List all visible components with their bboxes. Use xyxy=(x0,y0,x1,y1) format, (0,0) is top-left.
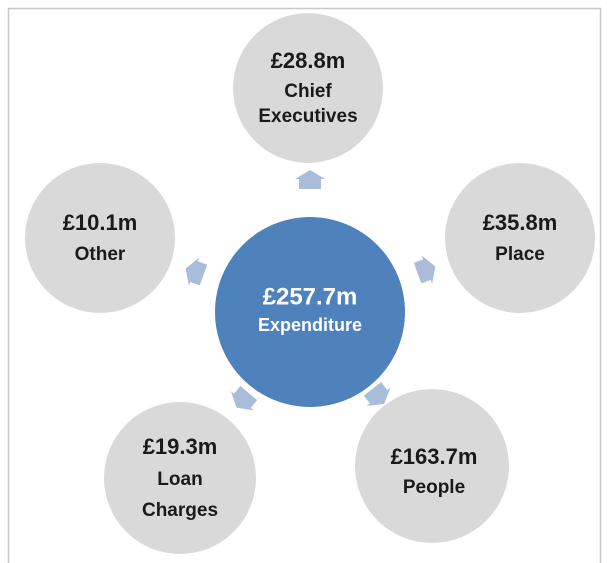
node-label: People xyxy=(403,477,465,498)
arrow xyxy=(413,255,436,284)
node-circle xyxy=(25,163,175,313)
arrow xyxy=(363,382,391,407)
arrows xyxy=(185,170,436,411)
arrow xyxy=(230,386,258,411)
node-amount: £163.7m xyxy=(391,444,478,469)
frame xyxy=(7,7,602,563)
center-amount: £257.7m xyxy=(263,283,358,310)
node-label: Executives xyxy=(258,106,357,127)
node-amount: £10.1m xyxy=(63,210,138,235)
center-circle xyxy=(215,217,405,407)
node-label: Loan xyxy=(157,469,202,490)
node-circle xyxy=(104,402,256,554)
node-amount: £19.3m xyxy=(143,434,218,459)
node-circle xyxy=(355,389,509,543)
node-circle xyxy=(445,163,595,313)
arrow xyxy=(295,170,325,189)
center-label: Expenditure xyxy=(258,315,362,335)
node-circle xyxy=(233,13,383,163)
node-label: Charges xyxy=(142,500,218,521)
node-amount: £35.8m xyxy=(483,210,558,235)
node-label: Other xyxy=(75,244,126,265)
node-amount: £28.8m xyxy=(271,48,346,73)
node-label: Chief xyxy=(284,81,332,102)
node-label: Place xyxy=(495,244,545,265)
arrow xyxy=(185,257,208,286)
